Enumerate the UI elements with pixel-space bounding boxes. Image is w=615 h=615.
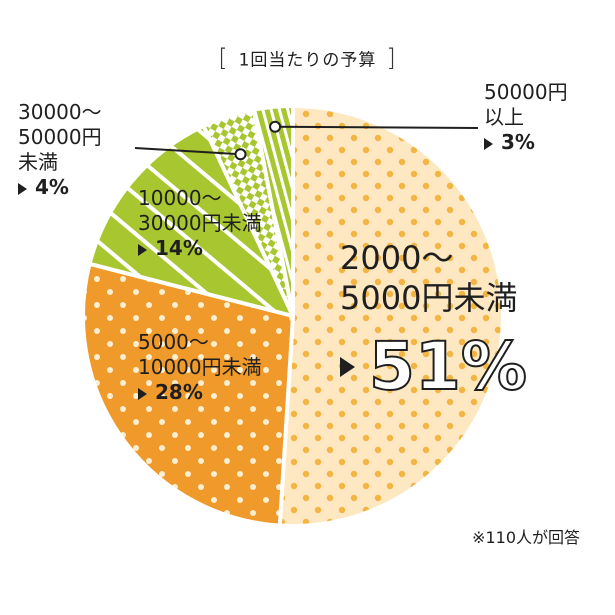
pct-14: 14% bbox=[155, 236, 203, 260]
pie-slices bbox=[81, 104, 505, 528]
title-bracket-right: ] bbox=[386, 44, 397, 72]
label-10000-30000: 10000〜 30000円未満 14% bbox=[138, 186, 262, 260]
leader-lines bbox=[134, 120, 479, 161]
label-5000-10000: 5000〜 10000円未満 28% bbox=[138, 330, 262, 404]
title-bracket-left: [ bbox=[218, 44, 229, 72]
leader-50000-plus-dot bbox=[269, 120, 282, 133]
slice-5000-10000 bbox=[81, 261, 295, 528]
label-50000-plus: 50000円 以上 3% bbox=[484, 80, 568, 154]
pct-51: 51% bbox=[368, 327, 528, 406]
triangle-marker bbox=[138, 243, 147, 256]
slice-10000-30000 bbox=[87, 123, 295, 318]
leader-30000-50000-dot bbox=[234, 148, 247, 161]
leader-30000-50000-line bbox=[134, 147, 241, 156]
triangle-marker bbox=[340, 357, 355, 378]
triangle-marker bbox=[484, 137, 493, 150]
chart-title: [1回当たりの予算] bbox=[218, 44, 397, 72]
triangle-marker bbox=[18, 182, 27, 195]
slice-50000-plus bbox=[251, 104, 295, 318]
leader-50000-plus-line bbox=[275, 125, 479, 129]
pct-4: 4% bbox=[35, 175, 69, 199]
triangle-marker bbox=[138, 387, 147, 400]
respondents-note: ※110人が回答 bbox=[472, 528, 580, 547]
pct-3: 3% bbox=[501, 130, 535, 154]
label-2000-5000: 2000〜 5000円未満 51% bbox=[340, 239, 528, 406]
pct-28: 28% bbox=[155, 380, 203, 404]
label-30000-50000: 30000〜 50000円 未満 4% bbox=[18, 100, 102, 199]
